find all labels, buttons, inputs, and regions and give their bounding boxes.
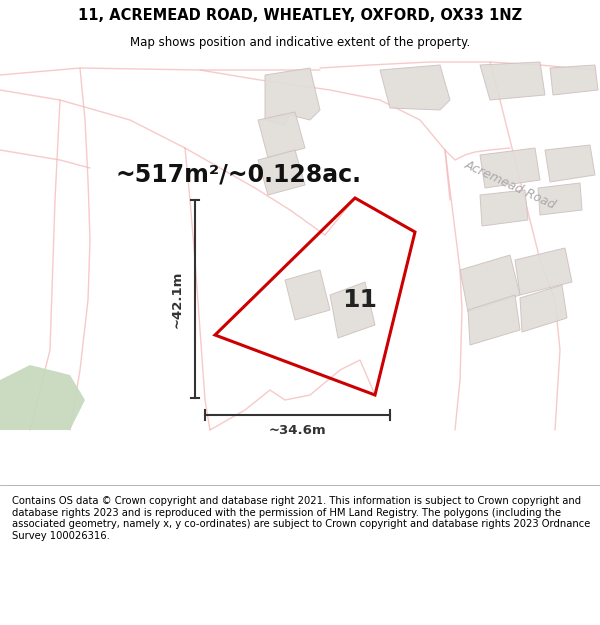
- Polygon shape: [258, 150, 305, 195]
- Polygon shape: [0, 365, 85, 430]
- Polygon shape: [265, 68, 320, 125]
- Polygon shape: [285, 270, 330, 320]
- Text: Contains OS data © Crown copyright and database right 2021. This information is : Contains OS data © Crown copyright and d…: [12, 496, 590, 541]
- Polygon shape: [468, 295, 520, 345]
- Polygon shape: [460, 255, 520, 312]
- Text: ~517m²/~0.128ac.: ~517m²/~0.128ac.: [115, 163, 361, 187]
- Polygon shape: [538, 183, 582, 215]
- Polygon shape: [515, 248, 572, 295]
- Polygon shape: [480, 62, 545, 100]
- Polygon shape: [550, 65, 598, 95]
- Text: Map shows position and indicative extent of the property.: Map shows position and indicative extent…: [130, 36, 470, 49]
- Polygon shape: [480, 190, 528, 226]
- Text: 11: 11: [343, 288, 377, 312]
- Polygon shape: [380, 65, 450, 110]
- Text: 11, ACREMEAD ROAD, WHEATLEY, OXFORD, OX33 1NZ: 11, ACREMEAD ROAD, WHEATLEY, OXFORD, OX3…: [78, 8, 522, 23]
- Text: Acremead Road: Acremead Road: [462, 158, 558, 212]
- Polygon shape: [520, 285, 567, 332]
- Polygon shape: [258, 112, 305, 158]
- Text: ~34.6m: ~34.6m: [269, 424, 326, 438]
- Text: ~42.1m: ~42.1m: [170, 270, 184, 328]
- Polygon shape: [545, 145, 595, 182]
- Polygon shape: [480, 148, 540, 188]
- Polygon shape: [330, 282, 375, 338]
